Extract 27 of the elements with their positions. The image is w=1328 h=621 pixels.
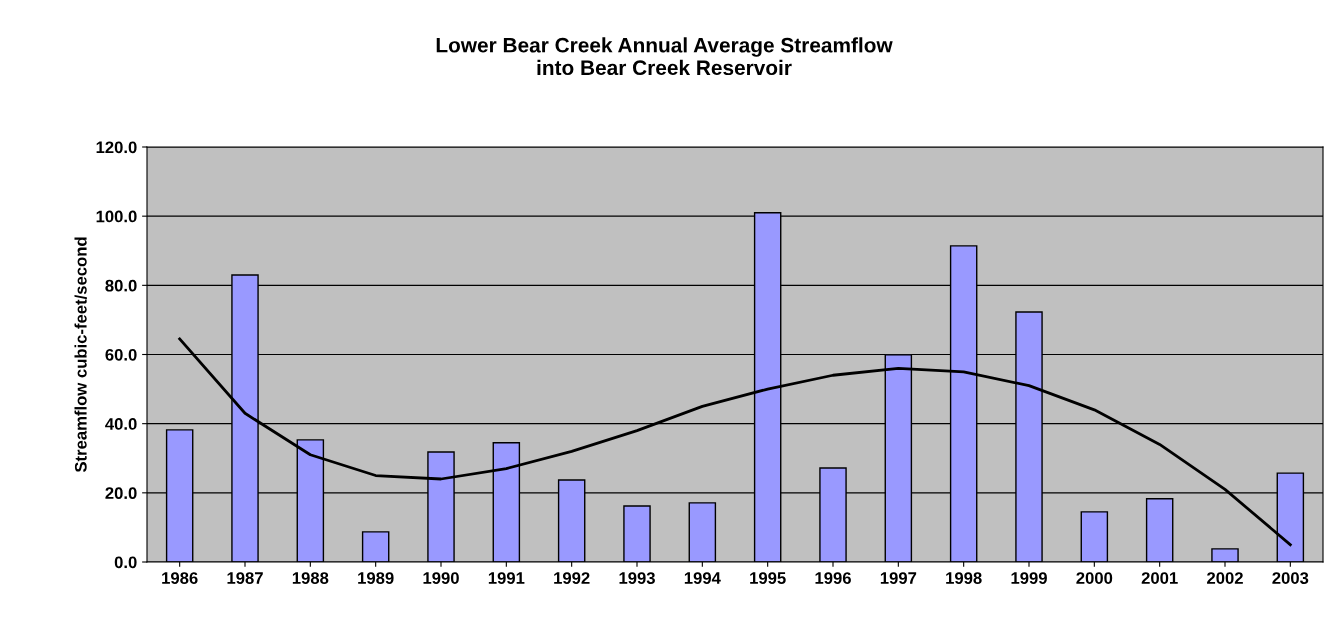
x-tick-label: 1994	[684, 572, 721, 584]
x-tick-label: 2003	[1272, 572, 1309, 584]
x-tick-label: 2000	[1076, 572, 1113, 584]
y-tick-label: 120.0	[96, 141, 137, 154]
x-tick-label: 1993	[619, 572, 655, 584]
x-tick-label: 1998	[946, 572, 982, 584]
x-tick-label: 1999	[1011, 572, 1047, 584]
y-tick-label: 80.0	[105, 279, 137, 292]
x-tick-label: 1988	[292, 572, 329, 584]
x-tick-label: 1989	[358, 572, 394, 584]
y-tick-label: 0.0	[114, 556, 137, 569]
y-tick-label: 60.0	[105, 348, 137, 361]
x-tick-label: 1987	[227, 572, 263, 584]
y-tick-label: 20.0	[105, 487, 137, 500]
y-tick-label: 40.0	[105, 418, 137, 430]
x-tick-label: 1990	[423, 572, 459, 584]
x-tick-label: 2002	[1207, 572, 1243, 584]
y-axis-title: Streamflow cubic-feet/second	[74, 237, 87, 473]
x-tick-label: 1995	[750, 572, 786, 584]
x-tick-label: 1992	[554, 572, 590, 584]
chart-title: Lower Bear Creek Annual Average Streamflow into Bear Creek Reservoir	[436, 37, 893, 76]
x-tick-label: 1996	[815, 572, 851, 584]
x-tick-label: 1991	[488, 572, 525, 584]
x-tick-label: 1986	[162, 572, 198, 584]
y-tick-label: 100.0	[96, 210, 137, 223]
x-tick-label: 2001	[1141, 572, 1178, 584]
x-tick-label: 1997	[880, 572, 917, 584]
